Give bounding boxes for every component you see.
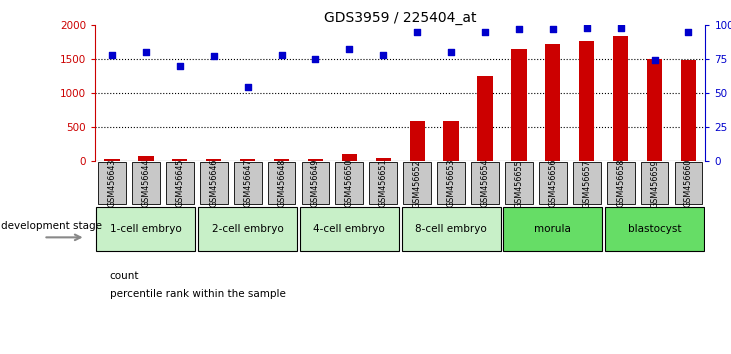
Bar <box>607 162 635 205</box>
Bar <box>505 162 533 205</box>
Bar <box>681 60 696 161</box>
Text: 8-cell embryo: 8-cell embryo <box>415 224 487 234</box>
Text: GSM456651: GSM456651 <box>379 159 387 207</box>
Bar <box>96 207 195 251</box>
Bar <box>268 162 295 205</box>
Point <box>174 63 186 68</box>
Point <box>208 53 219 59</box>
Text: blastocyst: blastocyst <box>628 224 681 234</box>
Point <box>683 29 694 34</box>
Point <box>648 57 660 63</box>
Text: GSM456646: GSM456646 <box>209 159 219 207</box>
Point <box>412 29 423 34</box>
Bar <box>471 162 499 205</box>
Text: GSM456643: GSM456643 <box>107 159 116 207</box>
Bar <box>539 162 567 205</box>
Point <box>310 56 322 62</box>
Text: GSM456648: GSM456648 <box>277 159 286 207</box>
Bar <box>545 44 561 161</box>
Bar <box>647 59 662 161</box>
Bar <box>132 162 160 205</box>
Bar <box>166 162 194 205</box>
Bar <box>579 41 594 161</box>
Point <box>276 52 287 58</box>
Point <box>513 26 525 32</box>
Bar <box>640 162 668 205</box>
Bar <box>98 162 126 205</box>
Bar <box>138 156 154 161</box>
Bar <box>573 162 601 205</box>
Bar <box>675 162 702 205</box>
Text: 2-cell embryo: 2-cell embryo <box>212 224 284 234</box>
Bar <box>105 159 120 161</box>
Bar <box>336 162 363 205</box>
Text: percentile rank within the sample: percentile rank within the sample <box>110 289 286 299</box>
Bar <box>300 207 399 251</box>
Bar <box>198 207 297 251</box>
Bar <box>437 162 465 205</box>
Text: GSM456658: GSM456658 <box>616 159 625 207</box>
Point <box>242 85 254 90</box>
Bar <box>200 162 227 205</box>
Point <box>344 46 355 52</box>
Text: GSM456653: GSM456653 <box>447 159 455 207</box>
Bar <box>274 159 289 161</box>
Text: 4-cell embryo: 4-cell embryo <box>314 224 385 234</box>
Point <box>140 49 152 55</box>
Text: GSM456649: GSM456649 <box>311 159 320 207</box>
Bar <box>308 159 323 161</box>
Bar <box>341 154 357 161</box>
Text: morula: morula <box>534 224 571 234</box>
Text: 1-cell embryo: 1-cell embryo <box>110 224 182 234</box>
Text: GSM456652: GSM456652 <box>413 159 422 207</box>
Point <box>445 49 457 55</box>
Bar <box>613 36 628 161</box>
Bar <box>605 207 704 251</box>
Text: GDS3959 / 225404_at: GDS3959 / 225404_at <box>324 11 477 25</box>
Text: count: count <box>110 271 139 281</box>
Bar <box>511 49 526 161</box>
Point <box>377 52 389 58</box>
Text: GSM456655: GSM456655 <box>515 159 523 207</box>
Point <box>581 25 593 30</box>
Bar <box>302 162 330 205</box>
Bar <box>369 162 397 205</box>
Text: GSM456660: GSM456660 <box>684 159 693 207</box>
Point <box>479 29 491 34</box>
Bar <box>206 159 221 161</box>
Point <box>615 25 626 30</box>
Text: GSM456656: GSM456656 <box>548 159 557 207</box>
Point <box>547 26 558 32</box>
Bar <box>401 207 501 251</box>
Bar <box>409 121 425 161</box>
Bar <box>173 159 187 161</box>
Text: GSM456650: GSM456650 <box>345 159 354 207</box>
Bar <box>504 207 602 251</box>
Text: GSM456647: GSM456647 <box>243 159 252 207</box>
Text: GSM456654: GSM456654 <box>480 159 490 207</box>
Bar <box>444 121 459 161</box>
Bar <box>404 162 431 205</box>
Bar <box>477 76 493 161</box>
Text: GSM456644: GSM456644 <box>141 159 151 207</box>
Bar <box>234 162 262 205</box>
Point <box>106 52 118 58</box>
Bar <box>240 159 255 161</box>
Text: GSM456645: GSM456645 <box>175 159 184 207</box>
Text: development stage: development stage <box>1 221 102 231</box>
Text: GSM456657: GSM456657 <box>582 159 591 207</box>
Bar <box>376 158 391 161</box>
Text: GSM456659: GSM456659 <box>650 159 659 207</box>
